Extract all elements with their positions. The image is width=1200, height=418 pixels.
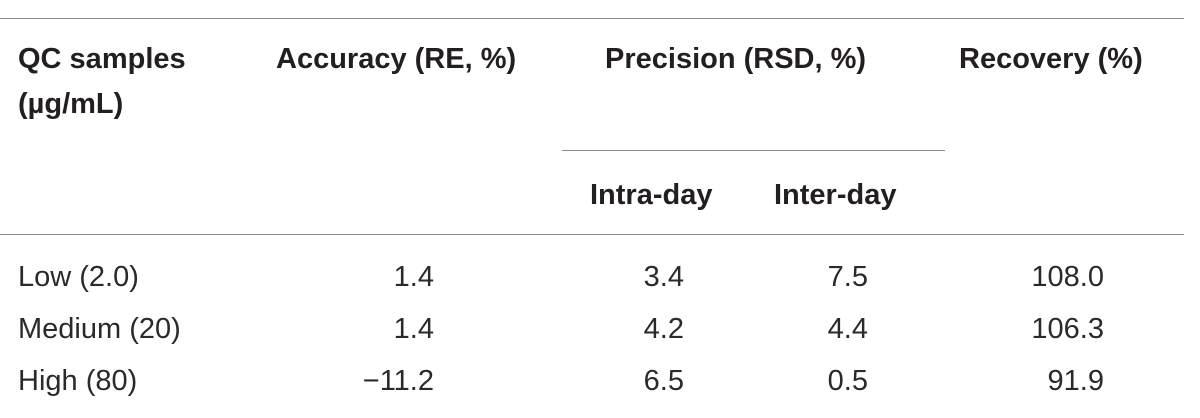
cell-accuracy: 1.4 (393, 313, 434, 345)
cell-sample: High (80) (18, 365, 138, 397)
header-accuracy: Accuracy (RE, %) (276, 43, 517, 75)
cell-recovery: 106.3 (1031, 313, 1104, 345)
header-inter-day: Inter-day (774, 179, 897, 211)
header-bottom-rule (0, 234, 1184, 235)
cell-accuracy: 1.4 (393, 261, 434, 293)
header-qc-samples-line1: QC samples (18, 43, 186, 75)
cell-intra-day: 6.5 (643, 365, 684, 397)
cell-recovery: 108.0 (1031, 261, 1104, 293)
header-qc-samples-line2: (µg/mL) (18, 88, 124, 120)
cell-inter-day: 0.5 (827, 365, 868, 397)
cell-sample: Medium (20) (18, 313, 181, 345)
header-recovery: Recovery (%) (959, 43, 1143, 75)
cell-intra-day: 3.4 (643, 261, 684, 293)
cell-sample: Low (2.0) (18, 261, 139, 293)
cell-inter-day: 4.4 (827, 313, 868, 345)
table-top-rule (0, 18, 1184, 19)
header-precision: Precision (RSD, %) (605, 43, 867, 75)
header-intra-day: Intra-day (590, 179, 713, 211)
cell-accuracy: −11.2 (362, 365, 434, 397)
cell-recovery: 91.9 (1047, 365, 1104, 397)
cell-intra-day: 4.2 (643, 313, 684, 345)
cell-inter-day: 7.5 (827, 261, 868, 293)
precision-span-rule (562, 150, 945, 151)
